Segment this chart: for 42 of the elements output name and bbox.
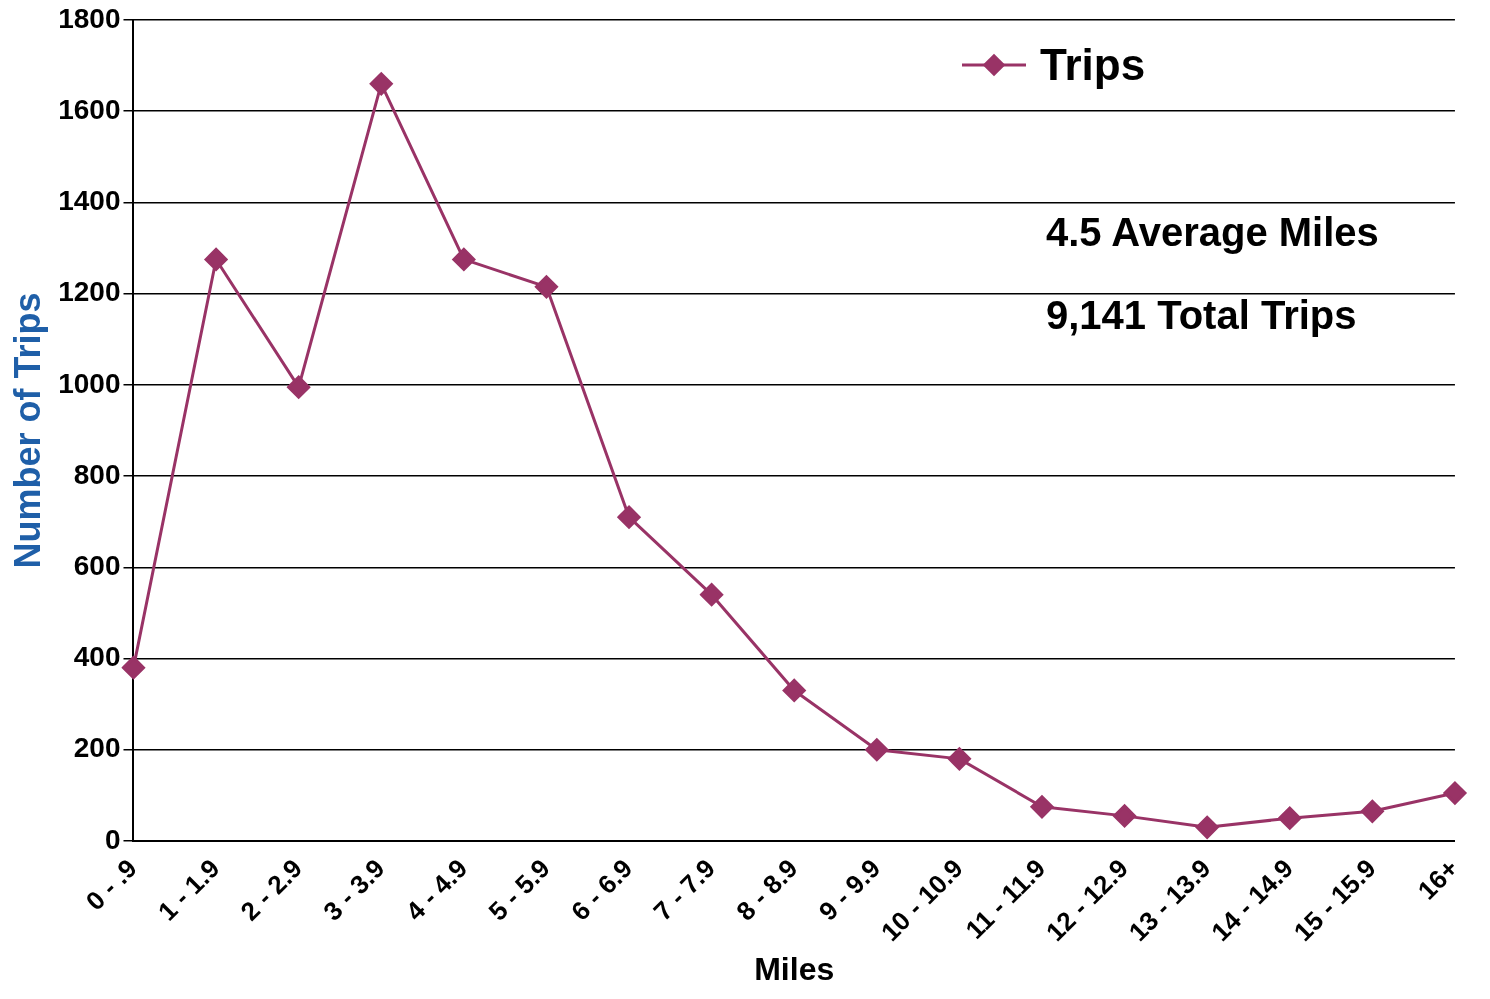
point bbox=[1030, 795, 1054, 819]
point bbox=[1113, 804, 1137, 828]
point bbox=[700, 583, 724, 607]
point bbox=[121, 656, 145, 680]
y-tick-label: 1000 bbox=[58, 367, 121, 399]
x-axis-title: Miles bbox=[754, 950, 835, 987]
point bbox=[865, 738, 889, 762]
x-tick-label: 1 - 1.9 bbox=[152, 853, 226, 927]
point bbox=[1278, 806, 1302, 830]
x-tick-label: 8 - 8.9 bbox=[730, 853, 804, 927]
x-tick-label: 0 - .9 bbox=[79, 853, 143, 917]
point bbox=[1443, 781, 1467, 805]
point bbox=[369, 72, 393, 96]
x-tick-label: 3 - 3.9 bbox=[317, 853, 391, 927]
point bbox=[947, 747, 971, 771]
y-tick-label: 1400 bbox=[58, 185, 121, 217]
y-tick-label: 1800 bbox=[58, 2, 121, 34]
point bbox=[617, 505, 641, 529]
y-tick-label: 200 bbox=[73, 732, 121, 764]
y-tick-label: 1200 bbox=[58, 276, 121, 308]
y-axis-title: Number of Trips bbox=[6, 292, 48, 569]
point bbox=[782, 678, 806, 702]
x-tick-label: 7 - 7.9 bbox=[647, 853, 721, 927]
point bbox=[204, 247, 228, 271]
point bbox=[534, 275, 558, 299]
point bbox=[1195, 815, 1219, 839]
y-tick-label: 0 bbox=[104, 823, 121, 855]
annotation: 9,141 Total Trips bbox=[1046, 293, 1358, 338]
y-tick-label: 1600 bbox=[58, 93, 121, 125]
legend-label: Trips bbox=[1040, 40, 1146, 90]
x-tick-label: 16+ bbox=[1411, 853, 1465, 906]
point bbox=[287, 375, 311, 399]
x-tick-label: 2 - 2.9 bbox=[234, 853, 308, 927]
x-tick-label: 6 - 6.9 bbox=[565, 853, 639, 927]
y-tick-label: 600 bbox=[73, 550, 121, 582]
annotation: 4.5 Average Miles bbox=[1046, 210, 1379, 255]
y-tick-label: 800 bbox=[73, 458, 121, 490]
point bbox=[1360, 799, 1384, 823]
x-tick-label: 5 - 5.9 bbox=[482, 853, 556, 927]
x-tick-label: 4 - 4.9 bbox=[399, 853, 474, 927]
point bbox=[452, 247, 476, 271]
y-tick-label: 400 bbox=[73, 641, 121, 673]
